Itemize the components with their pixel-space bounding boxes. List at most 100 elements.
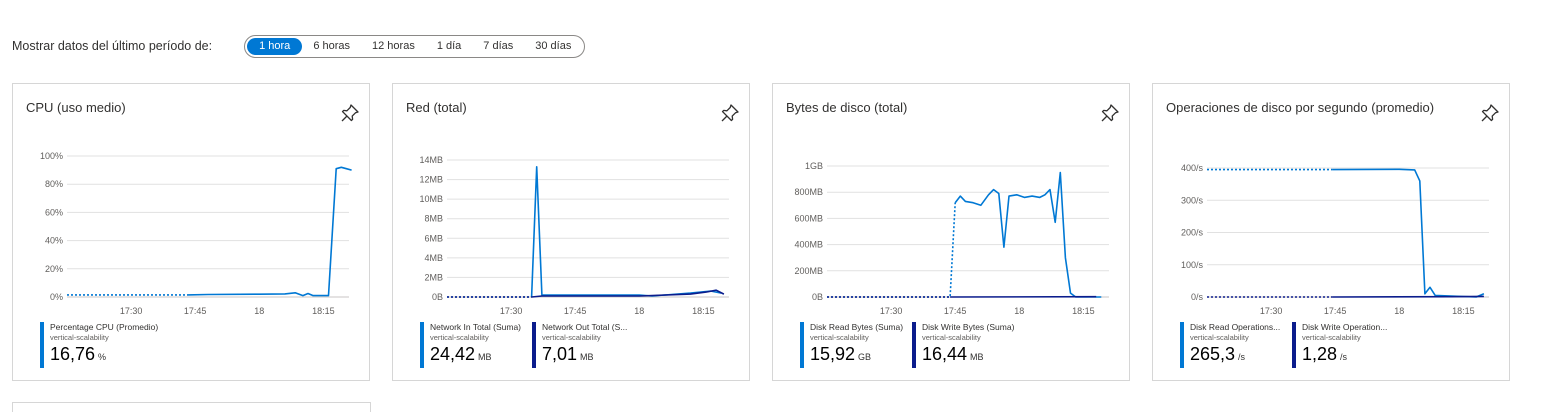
legend-metric-name: Disk Write Operation... <box>1302 322 1387 333</box>
x-tick-label: 18 <box>1394 306 1404 316</box>
legend-unit: % <box>98 352 106 362</box>
time-range-label: Mostrar datos del último período de: <box>12 39 212 53</box>
legend-value: 24,42 <box>430 344 475 364</box>
x-tick-label: 18:15 <box>312 306 335 316</box>
time-range-selector: Mostrar datos del último período de: 1 h… <box>12 34 585 58</box>
legend-value-wrap: 16,76% <box>50 343 158 368</box>
y-tick-label: 600MB <box>794 213 823 223</box>
y-tick-label: 400MB <box>794 240 823 250</box>
chart-disk-bytes[interactable]: 0B 200MB 400MB 600MB 800MB 1GB 17:30 17:45 18 18:… <box>773 84 1131 320</box>
legend-metric-name: Percentage CPU (Promedio) <box>50 322 158 333</box>
y-tick-label: 12MB <box>419 175 443 185</box>
legend-item[interactable]: Disk Read Operations...vertical-scalabil… <box>1180 322 1280 370</box>
y-tick-label: 100% <box>40 151 63 161</box>
x-tick-label: 17:45 <box>944 306 967 316</box>
legend-color-bar <box>912 322 916 368</box>
legend-value: 1,28 <box>1302 344 1337 364</box>
x-tick-label: 18:15 <box>1072 306 1095 316</box>
y-tick-label: 0B <box>812 292 823 302</box>
legend-color-bar <box>420 322 424 368</box>
legend-color-bar <box>800 322 804 368</box>
series-line-secondary <box>532 290 724 297</box>
y-tick-label: 2MB <box>424 272 443 282</box>
y-tick-label: 0B <box>432 292 443 302</box>
legend-color-bar <box>532 322 536 368</box>
metric-tile-disk-ops[interactable]: Operaciones de disco por segundo (promed… <box>1152 83 1510 381</box>
legend-value: 15,92 <box>810 344 855 364</box>
y-tick-label: 10MB <box>419 194 443 204</box>
x-tick-label: 18:15 <box>1452 306 1475 316</box>
legend-unit: GB <box>858 352 871 362</box>
y-tick-label: 100/s <box>1181 260 1204 270</box>
x-tick-label: 18 <box>1014 306 1024 316</box>
legend-metric-name: Disk Read Bytes (Suma) <box>810 322 903 333</box>
x-tick-label: 17:30 <box>500 306 523 316</box>
time-range-option-1d[interactable]: 1 día <box>426 38 472 55</box>
x-tick-label: 18 <box>634 306 644 316</box>
y-tick-label: 80% <box>45 179 63 189</box>
legend-color-bar <box>1292 322 1296 368</box>
legend-value: 16,76 <box>50 344 95 364</box>
legend-unit: MB <box>580 352 594 362</box>
series-line-primary <box>1333 169 1484 297</box>
series-line-primary <box>955 173 1101 298</box>
legend-item[interactable]: Disk Read Bytes (Suma)vertical-scalabili… <box>800 322 903 370</box>
legend-unit: /s <box>1340 352 1347 362</box>
legend-value: 16,44 <box>922 344 967 364</box>
x-tick-label: 17:30 <box>1260 306 1283 316</box>
legend-resource-name: vertical-scalability <box>430 333 521 342</box>
time-range-option-30d[interactable]: 30 días <box>524 38 582 55</box>
y-tick-label: 1GB <box>805 161 823 171</box>
legend-item[interactable]: Disk Write Operation...vertical-scalabil… <box>1292 322 1387 370</box>
time-range-option-7d[interactable]: 7 días <box>472 38 524 55</box>
legend-metric-name: Disk Read Operations... <box>1190 322 1280 333</box>
legend-item[interactable]: Network Out Total (S...vertical-scalabil… <box>532 322 627 370</box>
legend-value-wrap: 265,3/s <box>1190 343 1280 368</box>
y-tick-label: 20% <box>45 264 63 274</box>
x-tick-label: 17:45 <box>1324 306 1347 316</box>
x-tick-label: 17:45 <box>184 306 207 316</box>
x-tick-label: 17:30 <box>880 306 903 316</box>
y-tick-label: 200MB <box>794 266 823 276</box>
y-tick-label: 0/s <box>1191 292 1204 302</box>
x-tick-label: 17:45 <box>564 306 587 316</box>
y-tick-label: 60% <box>45 207 63 217</box>
y-tick-label: 800MB <box>794 187 823 197</box>
legend-resource-name: vertical-scalability <box>922 333 1014 342</box>
y-tick-label: 200/s <box>1181 228 1204 238</box>
legend-metric-name: Network Out Total (S... <box>542 322 627 333</box>
y-tick-label: 4MB <box>424 253 443 263</box>
legend-metric-name: Disk Write Bytes (Suma) <box>922 322 1014 333</box>
legend-color-bar <box>1180 322 1184 368</box>
legend-resource-name: vertical-scalability <box>810 333 903 342</box>
x-tick-label: 17:30 <box>120 306 143 316</box>
time-range-option-6h[interactable]: 6 horas <box>302 38 361 55</box>
time-range-option-12h[interactable]: 12 horas <box>361 38 426 55</box>
legend-color-bar <box>40 322 44 368</box>
legend-resource-name: vertical-scalability <box>1302 333 1387 342</box>
legend-unit: MB <box>478 352 492 362</box>
time-range-pill-group: 1 hora 6 horas 12 horas 1 día 7 días 30 … <box>244 35 585 58</box>
time-range-option-1h[interactable]: 1 hora <box>247 38 302 55</box>
legend-value: 265,3 <box>1190 344 1235 364</box>
y-tick-label: 0% <box>50 292 63 302</box>
legend-item[interactable]: Disk Write Bytes (Suma)vertical-scalabil… <box>912 322 1014 370</box>
series-line-dotted <box>827 203 955 297</box>
legend-item[interactable]: Percentage CPU (Promedio)vertical-scalab… <box>40 322 158 370</box>
legend-unit: MB <box>970 352 984 362</box>
x-tick-label: 18:15 <box>692 306 715 316</box>
legend-item[interactable]: Network In Total (Suma)vertical-scalabil… <box>420 322 521 370</box>
y-tick-label: 400/s <box>1181 163 1204 173</box>
y-tick-label: 40% <box>45 236 63 246</box>
legend-resource-name: vertical-scalability <box>50 333 158 342</box>
